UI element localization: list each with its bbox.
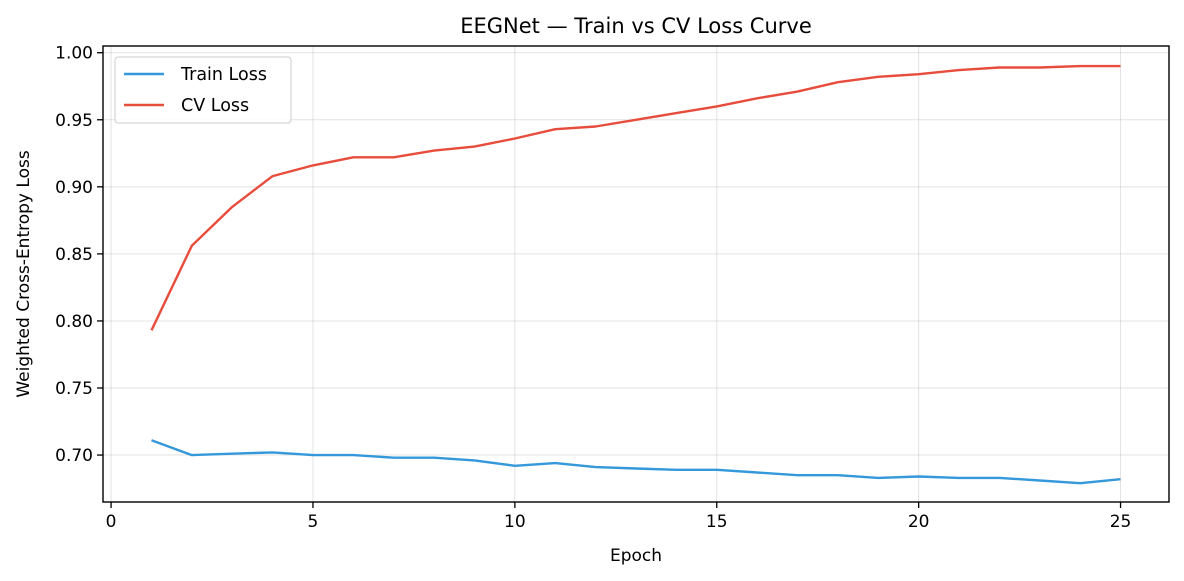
- x-tick-label: 15: [706, 512, 728, 532]
- series-line-cv-loss: [150, 64, 1121, 331]
- y-tick-label: 0.90: [55, 178, 93, 198]
- x-tick-label: 10: [504, 512, 526, 532]
- x-axis-label: Epoch: [610, 546, 662, 566]
- series-line-train-loss: [151, 439, 1121, 485]
- x-tick-label: 5: [308, 512, 319, 532]
- x-tick-label: 20: [908, 512, 930, 532]
- y-tick-label: 1.00: [55, 44, 93, 64]
- y-tick-label: 0.95: [55, 111, 93, 131]
- legend-label: CV Loss: [181, 96, 249, 116]
- chart-title: EEGNet — Train vs CV Loss Curve: [460, 14, 812, 38]
- plot-frame: [102, 45, 1170, 503]
- y-tick-label: 0.85: [55, 245, 93, 265]
- y-tick-label: 0.80: [55, 312, 93, 332]
- y-tick-label: 0.70: [55, 446, 93, 466]
- axis-ticks: 0 5 10 15 20 25 0.70 0.75 0.80 0.85 0.90 0.95 1.00: [55, 44, 1131, 532]
- y-tick-label: 0.75: [55, 379, 93, 399]
- legend: Train Loss CV Loss: [114, 56, 292, 124]
- series-lines: [150, 64, 1121, 485]
- legend-label: Train Loss: [180, 65, 267, 85]
- x-tick-label: 25: [1110, 512, 1132, 532]
- y-axis-label: Weighted Cross-Entropy Loss: [14, 150, 34, 397]
- x-tick-label: 0: [106, 512, 117, 532]
